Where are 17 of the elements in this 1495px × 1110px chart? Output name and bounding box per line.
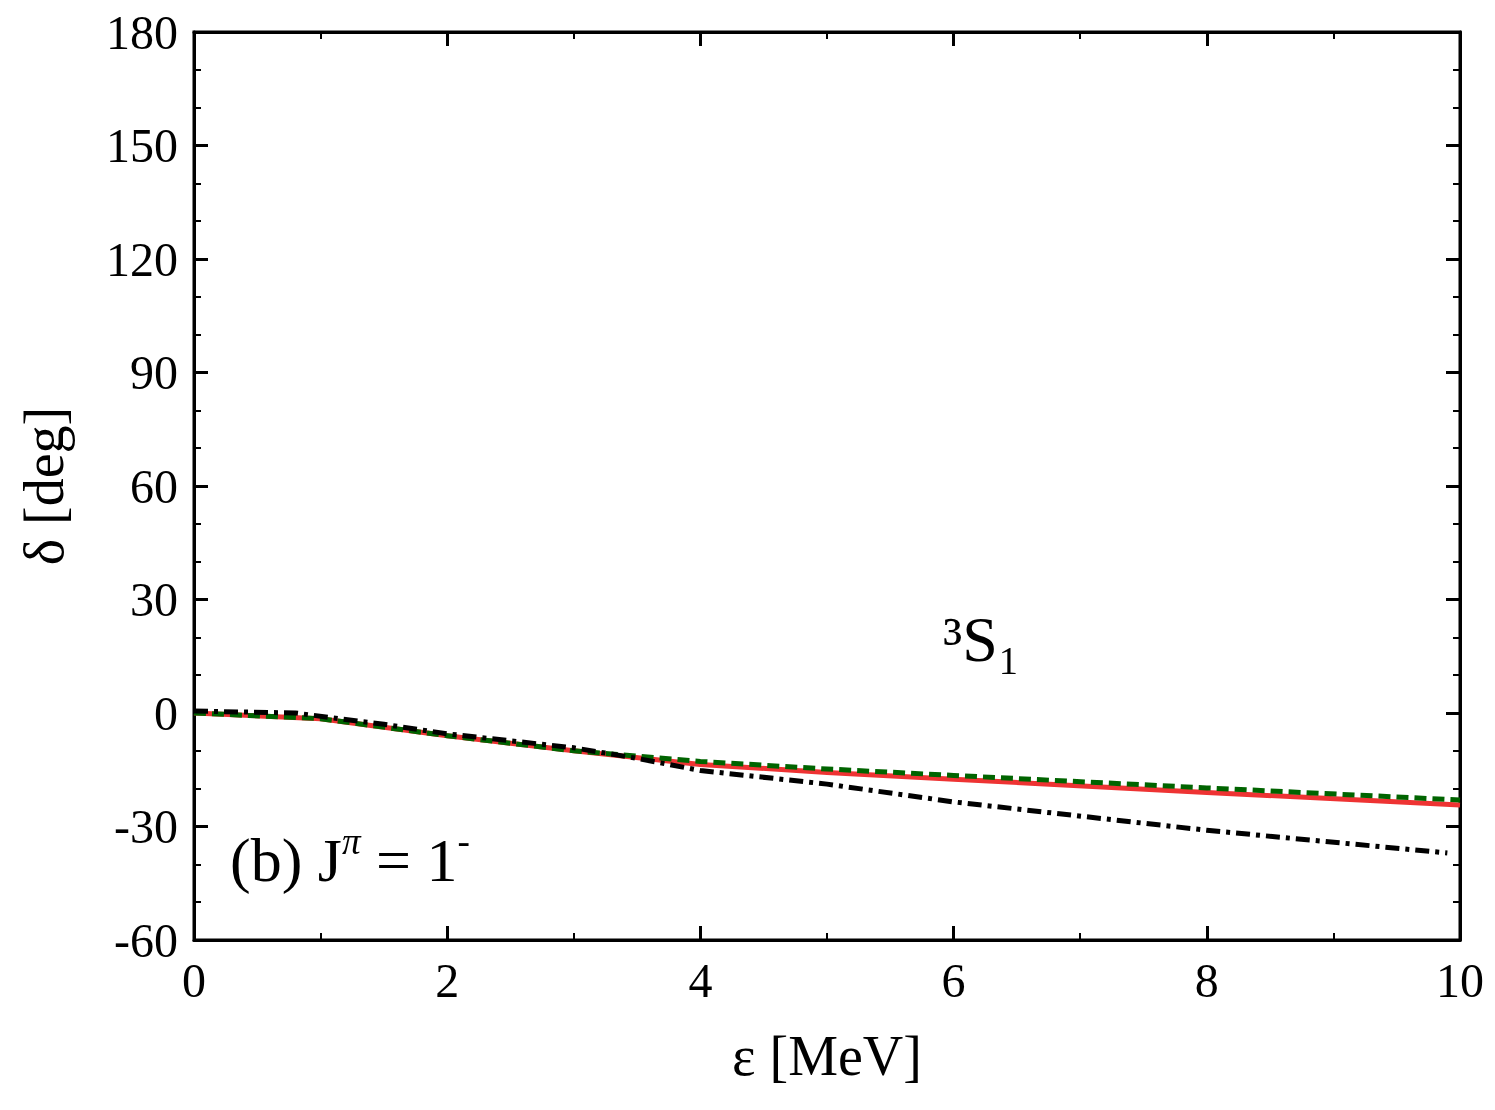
y-tick-label: 90 [130, 346, 178, 399]
y-tick-label: 60 [130, 459, 178, 513]
x-tick-label: 2 [435, 953, 460, 1007]
x-tick-label: 8 [1194, 953, 1219, 1007]
y-tick-label: 150 [106, 119, 178, 172]
annotation: ³S₁ [943, 604, 1021, 676]
x-tick-label: 10 [1436, 953, 1484, 1007]
y-tick-label: 120 [106, 232, 178, 286]
y-axis-title: δ [deg] [13, 406, 75, 566]
y-tick-label: 180 [106, 5, 178, 59]
y-tick-label: -30 [114, 800, 178, 853]
y-tick-label: 30 [130, 573, 178, 626]
x-tick-label: 4 [688, 953, 713, 1007]
y-tick-label: 0 [154, 686, 178, 740]
x-tick-label: 6 [941, 953, 966, 1007]
y-tick-label: -60 [114, 913, 178, 967]
x-axis-title: ε [MeV] [732, 1025, 922, 1087]
